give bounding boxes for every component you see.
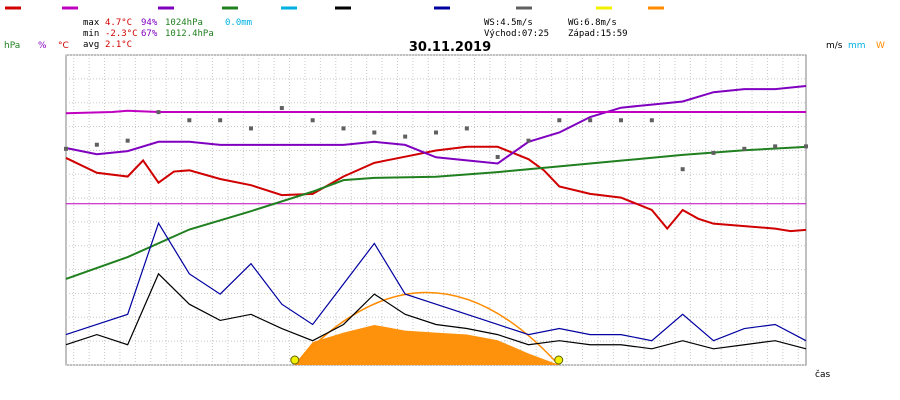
stats-ws: WS:4.5m/s — [484, 18, 533, 28]
wind-dir-point — [249, 126, 253, 131]
wind-dir-point — [94, 142, 99, 147]
plot-frame — [65, 54, 807, 366]
unit-w: W — [876, 41, 885, 51]
wind-dir-point — [742, 146, 747, 151]
stats-sunrise: Východ:07:25 — [484, 29, 549, 39]
solar-area — [294, 324, 560, 365]
sun-marker — [554, 355, 564, 365]
stats-max-press: 1024hPa — [165, 18, 203, 28]
wind-dir-point — [711, 150, 716, 155]
wind-dir-point — [125, 138, 130, 143]
wind-dir-point — [495, 154, 500, 159]
wind-dir-point — [619, 118, 623, 123]
wind-dir-point — [156, 110, 161, 115]
wind-dir-point — [187, 118, 192, 123]
stats-max-temp: 4.7°C — [105, 18, 132, 28]
series-line — [65, 85, 807, 165]
wind-dir-point — [649, 118, 654, 123]
series-line — [65, 145, 807, 280]
stats-max-label: max — [83, 18, 100, 28]
series-line — [65, 145, 807, 233]
wind-dir-point — [588, 118, 593, 123]
wind-dir-point — [434, 130, 438, 135]
wind-dir-point — [372, 130, 377, 135]
stats-wg: WG:6.8m/s — [568, 18, 617, 28]
wind-dir-point — [557, 118, 562, 123]
stats-min-label: min — [83, 29, 99, 39]
wind-dir-point — [310, 118, 315, 123]
unit-ms: m/s — [826, 41, 843, 51]
series-line — [65, 272, 807, 350]
wind-dir-point — [680, 167, 685, 172]
wind-dir-point — [464, 126, 469, 131]
unit-mm: mm — [848, 41, 866, 51]
unit-hpa: hPa — [4, 41, 20, 51]
wind-dir-point — [64, 146, 68, 151]
wind-dir-point — [403, 134, 408, 139]
wind-dir-point — [279, 106, 284, 111]
stats-min-press: 1012.4hPa — [165, 29, 214, 39]
wind-dir-point — [341, 126, 346, 131]
chart-title: 30.11.2019 — [409, 40, 491, 55]
wind-dir-point — [526, 138, 531, 143]
unit-time: čas — [815, 369, 830, 380]
unit-degc: °C — [58, 41, 69, 51]
stats-max-hum: 94% — [141, 18, 158, 28]
stats-panel: max 4.7°C 94% 1024hPa 0.0mm min -2.3°C 6… — [83, 18, 628, 50]
wind-dir-point — [218, 118, 223, 123]
wind-dir-point — [773, 144, 778, 149]
grid — [66, 54, 806, 366]
stats-avg-label: avg — [83, 40, 99, 50]
sun-marker — [290, 355, 300, 365]
series-line — [65, 221, 807, 342]
stats-max-rain: 0.0mm — [225, 18, 252, 28]
plot-area — [64, 85, 808, 366]
wind-dir-point — [804, 144, 808, 149]
unit-pct: % — [38, 41, 47, 51]
series-line — [65, 109, 806, 115]
stats-avg-temp: 2.1°C — [105, 40, 132, 50]
stats-sunset: Západ:15:59 — [568, 29, 628, 39]
stats-min-hum: 67% — [141, 29, 158, 39]
stats-min-temp: -2.3°C — [105, 29, 138, 39]
